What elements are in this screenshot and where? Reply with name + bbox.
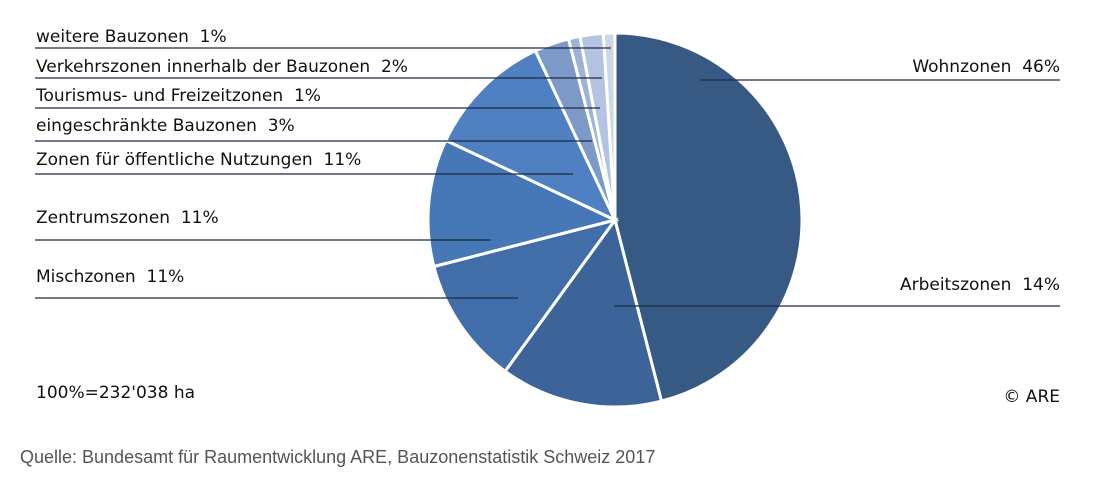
slice-label-1: Arbeitszonen 14%	[900, 275, 1060, 295]
total-note: 100%=232'038 ha	[36, 383, 195, 403]
pie-slice-4	[443, 48, 619, 224]
source-caption: Quelle: Bundesamt für Raumentwicklung AR…	[20, 447, 656, 467]
slice-label-0: Wohnzonen 46%	[912, 57, 1060, 77]
slice-label-2: Mischzonen 11%	[36, 267, 184, 287]
pie-slice-8	[601, 31, 617, 221]
slice-label-5: eingeschränkte Bauzonen 3%	[36, 116, 295, 136]
pie-slice-2	[432, 217, 619, 374]
pie-slice-0	[613, 31, 804, 403]
slice-label-7: Verkehrszonen innerhalb der Bauzonen 2%	[36, 57, 408, 77]
pie-slice-1	[502, 216, 664, 409]
slice-label-3: Zentrumszonen 11%	[36, 208, 219, 228]
pie-chart: Wohnzonen 46% Arbeitszonen 14% Mischzonen …	[35, 27, 1060, 409]
copyright: © ARE	[1003, 387, 1060, 407]
slice-label-4: Zonen für öffentliche Nutzungen 11%	[36, 150, 361, 170]
slice-label-8: weitere Bauzonen 1%	[36, 27, 227, 47]
pie-slice-3	[426, 138, 620, 269]
slice-label-6: Tourismus- und Freizeitzonen 1%	[35, 86, 321, 106]
